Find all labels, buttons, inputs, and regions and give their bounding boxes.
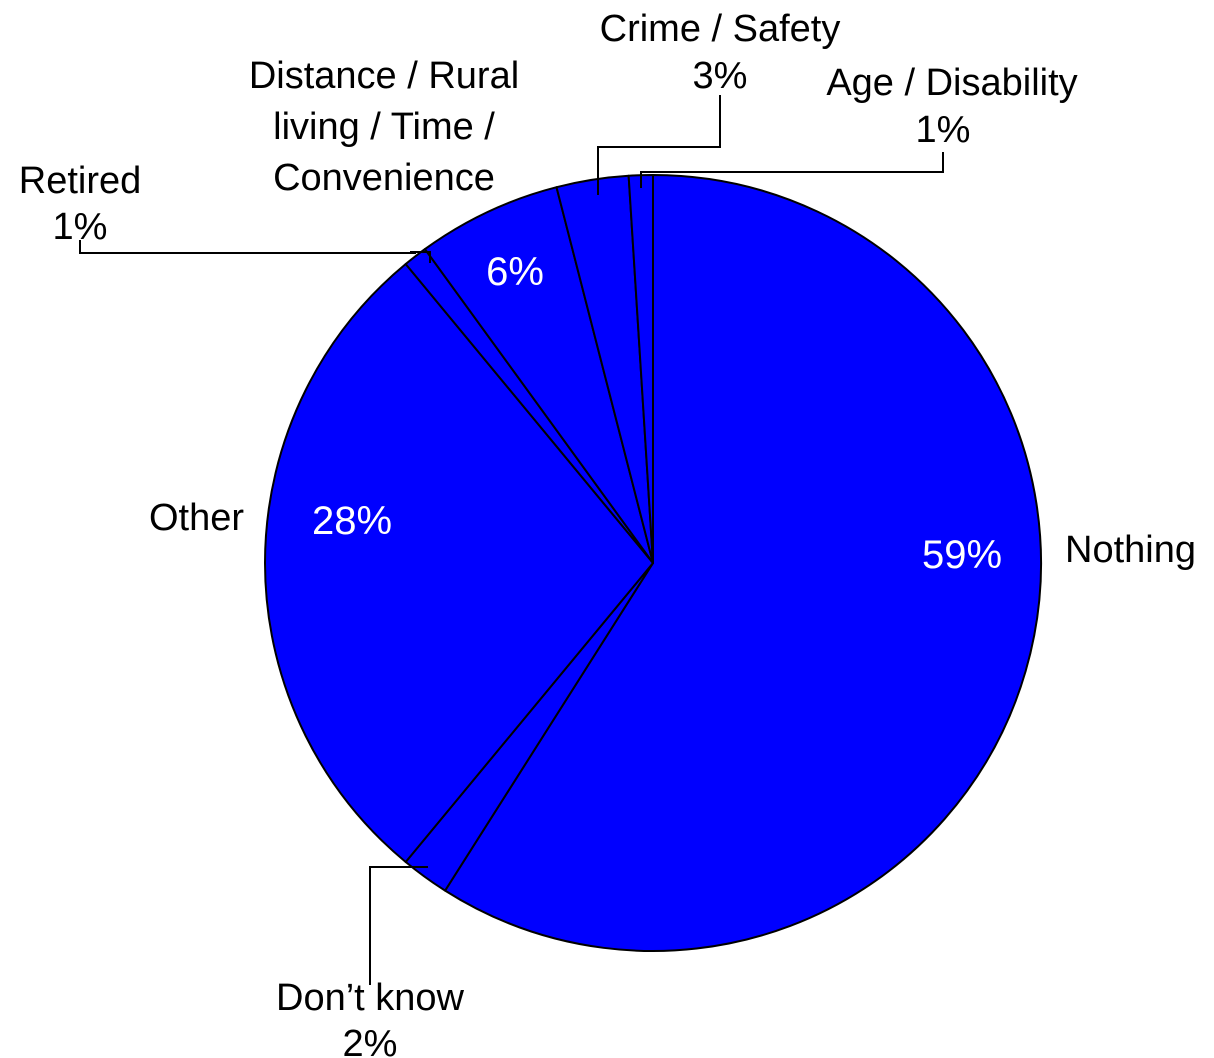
label-dont-know: Don’t know [276,977,465,1019]
pie-slices [264,174,1042,952]
label-crime-safety: Crime / Safety [600,8,841,50]
pie-slice-other [264,263,654,863]
leader-line-crime-safety [597,95,721,195]
value-nothing: 59% [922,533,1002,577]
value-crime-safety: 3% [693,55,748,97]
pie-slice-distance-rural-living-time-convenience [423,186,654,564]
label-age-disability: Age / Disability [826,62,1077,104]
leader-line-age-disability [640,152,944,188]
value-distance: 6% [486,250,544,294]
label-other: Other [149,497,244,539]
label-nothing: Nothing [1065,529,1196,571]
leader-line-distance [410,251,431,263]
pie-slice-nothing [444,174,1042,952]
label-retired: Retired [19,160,142,202]
label-distance-line-3: Convenience [273,157,495,199]
leader-line-retired [79,240,416,254]
label-distance-line-1: Distance / Rural [249,55,519,97]
leader-line-dont-know [369,866,428,985]
value-dont-know: 2% [343,1023,398,1058]
label-distance-line-2: living / Time / [273,106,495,148]
value-other: 28% [312,499,392,543]
value-age-disability: 1% [916,109,971,151]
value-retired: 1% [53,206,108,248]
